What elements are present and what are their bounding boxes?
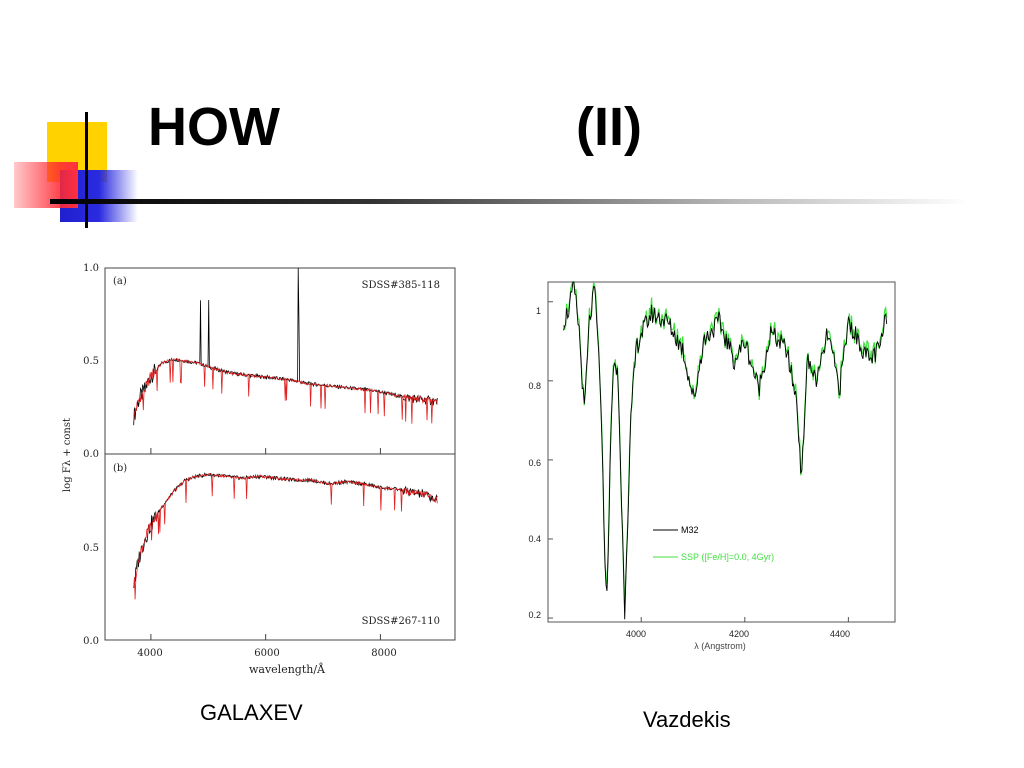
vaz-legend-label-ssp: SSP ([Fe/H]=0.0, 4Gyr)	[681, 552, 774, 562]
galaxev-series-red-panel-a	[133, 357, 438, 424]
galaxev-ytick-a-2: 0.5	[83, 356, 99, 367]
galaxev-panel-b-label: (b)	[113, 463, 127, 474]
galaxev-ytick-a-3: 0.0	[83, 449, 99, 460]
galaxev-series-red-panel-b	[133, 473, 438, 600]
galaxev-ytick-b-2: 0.0	[83, 636, 99, 647]
galaxev-panel-frame	[104, 453, 456, 641]
slide-title-right: (II)	[576, 97, 642, 157]
galaxev-ytick-a-1: 1.0	[83, 263, 99, 274]
slide-title-left: HOW	[148, 97, 280, 157]
galaxev-panel-b-id: SDSS#267-110	[362, 616, 440, 627]
vaz-xtick-2: 4200	[729, 629, 749, 639]
vaz-xtick-3: 4400	[830, 629, 850, 639]
vaz-ytick-2: 0.8	[528, 381, 541, 391]
deco-horizontal-rule	[50, 199, 970, 204]
vaz-xtick-1: 4000	[626, 629, 646, 639]
vazdekis-series-ssp	[562, 281, 888, 612]
galaxev-xtick-3: 8000	[371, 648, 396, 659]
caption-vazdekis: Vazdekis	[643, 707, 731, 732]
galaxev-panel-a-label: (a)	[113, 276, 127, 287]
galaxev-ytick-b-1: 0.5	[83, 543, 99, 554]
vazdekis-series-m32	[563, 281, 888, 620]
galaxev-ylabel: log Fλ + const	[62, 418, 73, 492]
vaz-ytick-4: 0.4	[528, 534, 541, 544]
galaxev-xtick-2: 6000	[254, 648, 279, 659]
galaxev-xlabel: wavelength/Å	[249, 662, 326, 676]
vaz-ytick-3: 0.6	[528, 458, 541, 468]
galaxev-xtick-1: 4000	[137, 648, 162, 659]
caption-galaxev: GALAXEV	[200, 700, 303, 725]
vaz-xlabel: λ (Angstrom)	[694, 641, 746, 651]
vaz-legend-label-m32: M32	[681, 525, 699, 535]
vaz-ytick-5: 0.2	[528, 610, 541, 620]
deco-vertical-line	[85, 112, 88, 228]
galaxev-panel-a-id: SDSS#385-118	[362, 280, 440, 291]
vazdekis-plot-frame	[547, 281, 896, 623]
galaxev-spectrum-chart: (a) SDSS#385-118 (b) SDSS#267-110 1.0 0.…	[55, 260, 465, 680]
vazdekis-spectrum-chart: 1 0.8 0.6 0.4 0.2 4000 4200 4400 λ (Angs…	[518, 274, 898, 656]
vaz-ytick-1: 1	[536, 306, 541, 316]
